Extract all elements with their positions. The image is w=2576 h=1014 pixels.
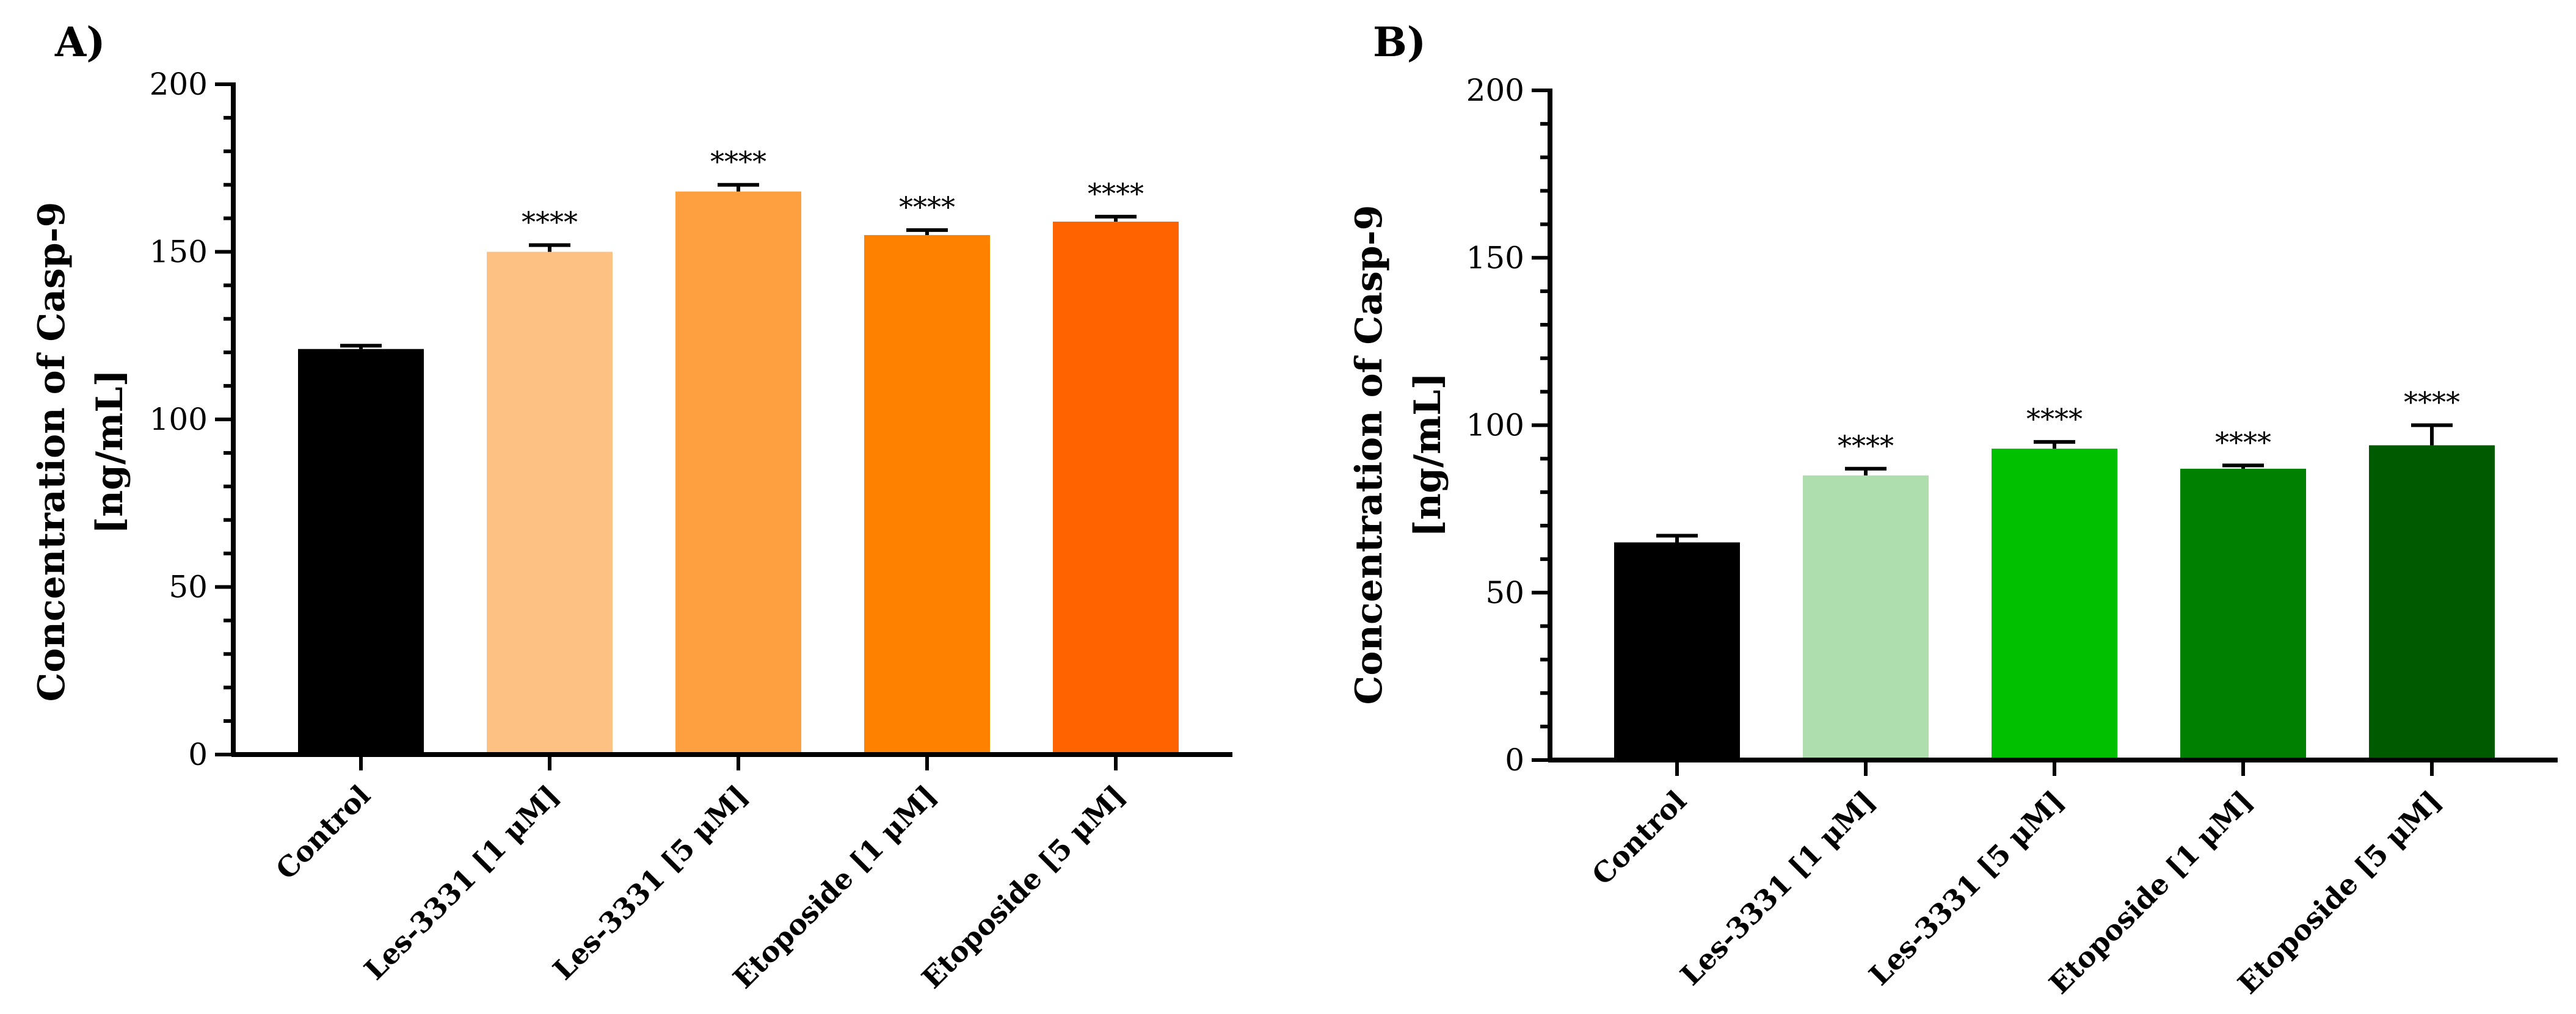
significance-label: ****	[2215, 426, 2271, 458]
y-tick-label: 200	[1466, 73, 1524, 108]
bar	[1803, 475, 1929, 760]
x-tick-label: Etoposide [5 μM]	[2232, 784, 2448, 1001]
x-tick-label: Les-3331 [5 μM]	[547, 779, 754, 987]
y-axis-unit: [ng/mL]	[1406, 372, 1449, 537]
significance-label: ****	[2404, 386, 2460, 419]
x-tick-label: Etoposide [1 μM]	[727, 779, 943, 995]
y-tick-label: 0	[1505, 742, 1524, 778]
significance-label: ****	[710, 145, 766, 178]
bar	[1614, 542, 1740, 760]
chart-panel-a: A) Concentration of Casp-9 [ng/mL] Contr…	[31, 18, 1232, 995]
x-tick-label: Les-3331 [1 μM]	[358, 779, 566, 987]
bar	[298, 349, 424, 755]
y-tick-label: 50	[1485, 575, 1524, 610]
significance-label: ****	[522, 206, 578, 239]
y-tick-label: 200	[150, 67, 208, 102]
significance-label: ****	[1838, 429, 1894, 462]
x-tick-label: Etoposide [1 μM]	[2043, 784, 2259, 1001]
panel-label: A)	[54, 18, 105, 66]
significance-label: ****	[1088, 177, 1144, 210]
x-tick-label: Les-3331 [5 μM]	[1863, 784, 2070, 992]
x-tick-label: Les-3331 [1 μM]	[1674, 784, 1882, 992]
y-tick-label: 100	[1466, 408, 1524, 443]
y-tick-label: 150	[150, 234, 208, 270]
x-tick-label: Etoposide [5 μM]	[915, 779, 1132, 995]
y-tick-label: 100	[150, 402, 208, 437]
bar	[675, 191, 801, 755]
y-axis-unit: [ng/mL]	[89, 369, 131, 534]
x-tick-label: Control	[269, 779, 377, 886]
y-tick-label: 0	[188, 737, 208, 772]
bar	[864, 235, 990, 755]
y-axis-label: Concentration of Casp-9	[1348, 205, 1391, 705]
bar	[487, 252, 613, 755]
x-tick-label: Control	[1585, 784, 1693, 892]
significance-label: ****	[2026, 402, 2083, 435]
panel-label: B)	[1373, 18, 1426, 66]
y-tick-label: 50	[169, 570, 208, 605]
bar	[1992, 448, 2117, 760]
y-axis-label: Concentration of Casp-9	[31, 202, 73, 702]
bar	[2369, 445, 2495, 760]
bar	[2180, 468, 2306, 760]
significance-label: ****	[899, 190, 955, 223]
y-tick-label: 150	[1466, 240, 1524, 275]
bar	[1053, 222, 1179, 755]
chart-panel-b: B) Concentration of Casp-9 [ng/mL] Contr…	[1348, 18, 2558, 1001]
